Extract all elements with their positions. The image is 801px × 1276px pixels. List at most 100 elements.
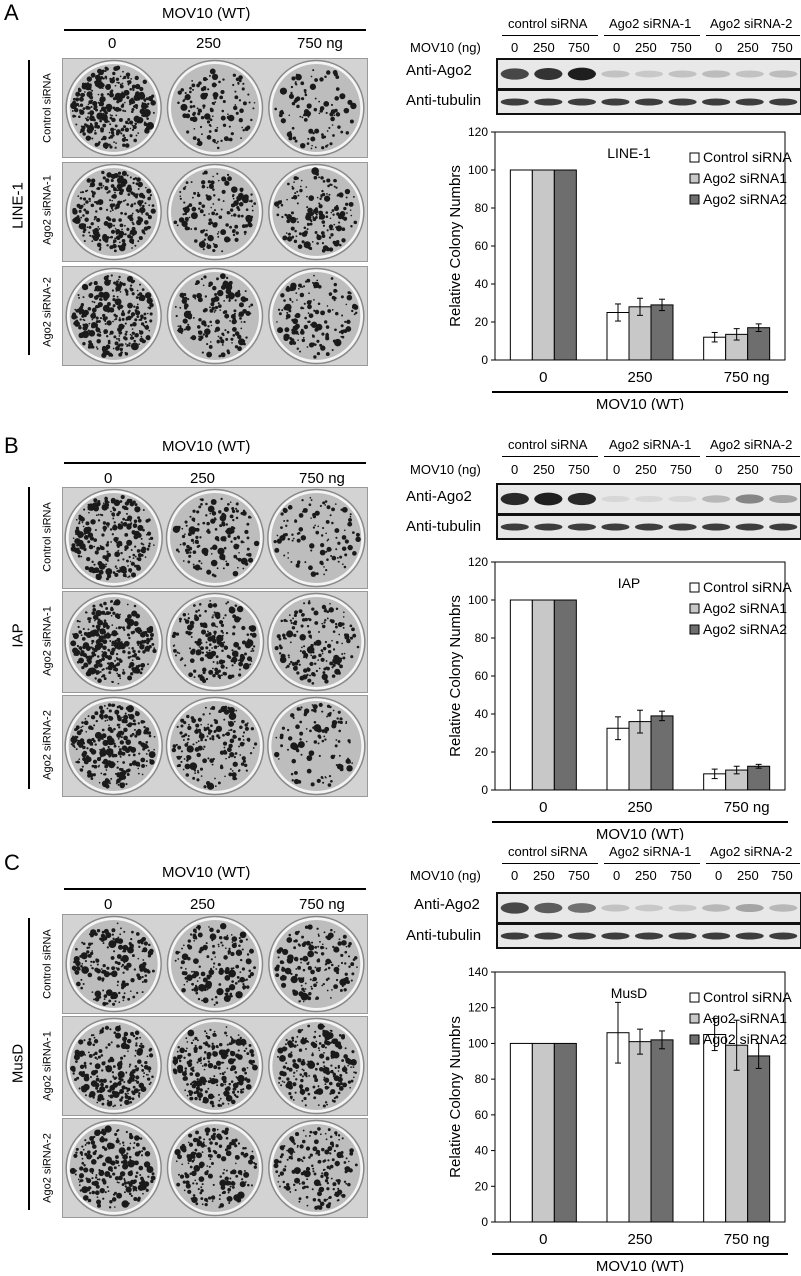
colony [119, 1088, 125, 1094]
colony [116, 613, 119, 616]
colony [309, 496, 312, 499]
colony [91, 321, 97, 328]
plate-row-1 [62, 591, 368, 693]
colony [286, 131, 293, 138]
colony [251, 205, 254, 208]
colony [118, 748, 121, 751]
colony [186, 745, 194, 753]
colony [195, 1072, 200, 1078]
colony [329, 661, 334, 666]
colony [110, 1041, 113, 1044]
plate-dose-0: 0 [104, 896, 113, 913]
colony [174, 305, 177, 308]
colony [340, 130, 344, 134]
colony [113, 173, 119, 179]
colony [88, 620, 91, 624]
colony [249, 1049, 254, 1054]
colony [343, 216, 348, 221]
colony [223, 955, 228, 960]
colony [137, 939, 142, 944]
plate-dose-1: 250 [190, 896, 216, 913]
colony [341, 1059, 345, 1062]
colony [237, 1034, 240, 1037]
colony [134, 555, 137, 558]
colony [103, 928, 109, 934]
colony [133, 1068, 136, 1072]
colony [337, 125, 341, 129]
colony [118, 275, 121, 279]
colony [97, 969, 101, 973]
colony [210, 499, 217, 505]
colony [112, 970, 117, 975]
colony [112, 611, 116, 615]
colony [228, 947, 231, 951]
colony [116, 176, 124, 184]
colony [134, 1049, 137, 1052]
colony [130, 191, 134, 195]
colony [217, 539, 220, 542]
colony [97, 642, 104, 648]
colony [295, 968, 298, 970]
colony [96, 187, 99, 190]
colony [140, 667, 144, 671]
colony [233, 773, 236, 776]
colony [288, 232, 291, 235]
colony [222, 617, 225, 619]
colony [289, 972, 292, 975]
colony [196, 1039, 199, 1042]
colony [95, 514, 98, 517]
colony [332, 213, 335, 216]
colony [80, 303, 85, 307]
colony [125, 739, 132, 745]
colony [223, 645, 229, 650]
colony [200, 971, 206, 977]
colony [277, 758, 280, 760]
colony [289, 287, 294, 292]
colony [208, 926, 210, 928]
colony [192, 743, 195, 746]
colony [203, 170, 208, 175]
colony [299, 634, 306, 641]
colony [116, 189, 119, 192]
colony [121, 170, 127, 176]
colony [180, 760, 183, 763]
colony [96, 328, 100, 332]
colony [302, 336, 305, 339]
colony [203, 745, 206, 748]
colony [293, 239, 298, 244]
legend-swatch [689, 173, 700, 184]
colony [190, 631, 193, 634]
colony [176, 725, 179, 728]
colony [216, 988, 224, 996]
colony [142, 194, 146, 198]
colony [211, 939, 214, 942]
colony [232, 632, 236, 636]
colony [133, 523, 135, 526]
colony [125, 967, 129, 971]
colony [347, 955, 351, 958]
plate-row-2 [62, 695, 368, 797]
colony [147, 112, 150, 115]
colony [200, 642, 203, 644]
colony [302, 668, 308, 673]
colony [329, 514, 332, 517]
colony [75, 1060, 78, 1063]
colony [132, 279, 136, 283]
colony-plate-image [64, 592, 366, 692]
colony [116, 714, 119, 717]
colony [198, 207, 201, 210]
colony [214, 667, 219, 672]
colony [135, 932, 140, 936]
colony [122, 626, 125, 630]
colony [200, 723, 202, 726]
colony [108, 724, 110, 727]
colony [115, 627, 118, 630]
colony [286, 728, 290, 732]
colony [199, 646, 204, 651]
colony [84, 326, 87, 329]
colony [345, 945, 348, 948]
colony [89, 115, 95, 122]
colony [180, 657, 184, 660]
colony [145, 740, 149, 744]
colony [293, 633, 297, 638]
